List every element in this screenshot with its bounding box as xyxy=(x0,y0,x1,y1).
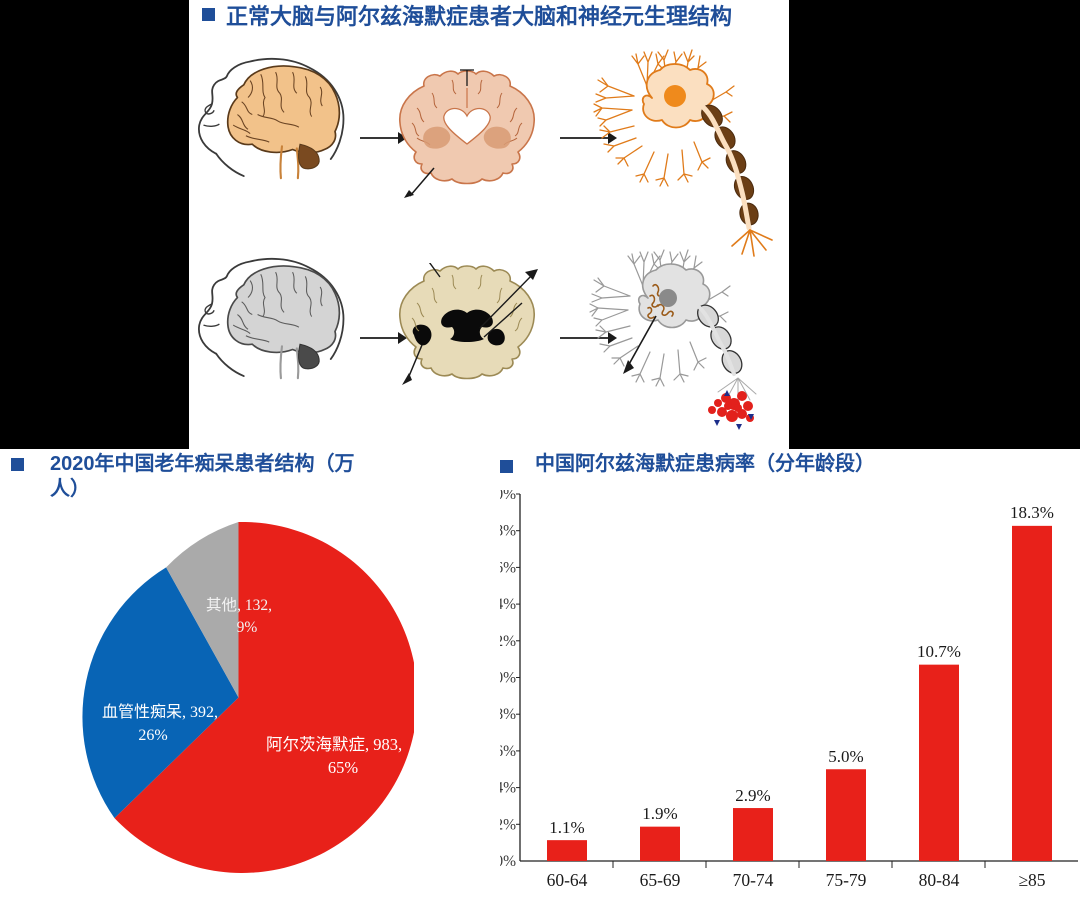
svg-text:其他, 132,: 其他, 132, xyxy=(206,596,272,614)
svg-text:0%: 0% xyxy=(500,853,516,870)
svg-text:8%: 8% xyxy=(500,706,516,723)
svg-text:血管性痴呆, 392,: 血管性痴呆, 392, xyxy=(102,703,218,721)
svg-text:10.7%: 10.7% xyxy=(917,642,961,661)
svg-text:2.9%: 2.9% xyxy=(735,786,770,805)
svg-text:4%: 4% xyxy=(500,780,516,797)
svg-text:18%: 18% xyxy=(500,523,516,540)
svg-text:10%: 10% xyxy=(500,670,516,687)
svg-text:16%: 16% xyxy=(500,559,516,576)
svg-text:65%: 65% xyxy=(328,758,359,777)
svg-text:20%: 20% xyxy=(500,490,516,503)
svg-text:70-74: 70-74 xyxy=(733,870,774,890)
svg-text:阿尔茨海默症, 983,: 阿尔茨海默症, 983, xyxy=(266,735,402,754)
svg-text:26%: 26% xyxy=(138,727,167,744)
svg-text:1.1%: 1.1% xyxy=(549,818,584,837)
svg-text:80-84: 80-84 xyxy=(919,870,960,890)
svg-text:12%: 12% xyxy=(500,633,516,650)
svg-text:18.3%: 18.3% xyxy=(1010,503,1054,522)
svg-text:6%: 6% xyxy=(500,743,516,760)
svg-text:60-64: 60-64 xyxy=(547,870,588,890)
svg-text:75-79: 75-79 xyxy=(826,870,867,890)
svg-text:65-69: 65-69 xyxy=(640,870,681,890)
svg-text:2%: 2% xyxy=(500,816,516,833)
svg-text:5.0%: 5.0% xyxy=(828,747,863,766)
svg-text:1.9%: 1.9% xyxy=(642,804,677,823)
svg-text:≥85: ≥85 xyxy=(1018,870,1045,890)
svg-text:9%: 9% xyxy=(237,619,258,636)
svg-text:14%: 14% xyxy=(500,596,516,613)
